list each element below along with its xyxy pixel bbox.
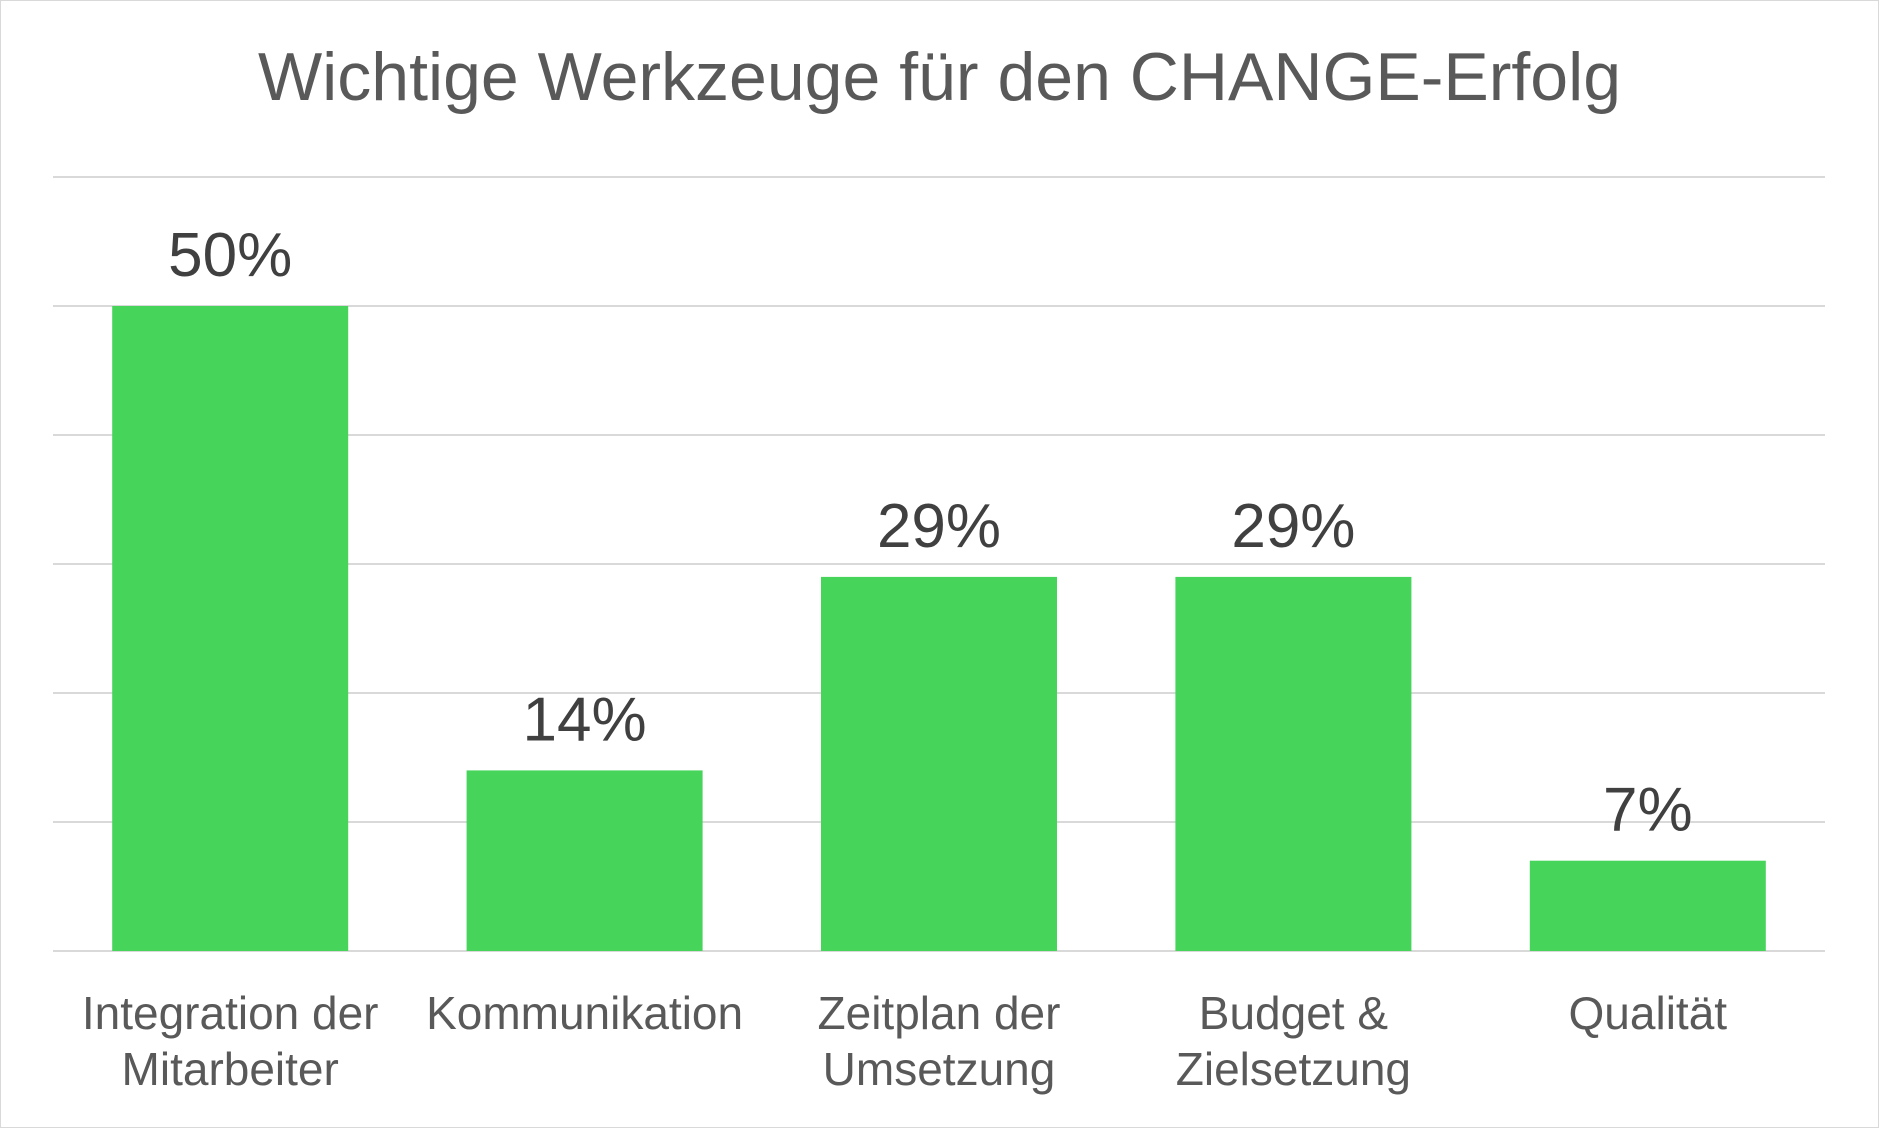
chart-title: Wichtige Werkzeuge für den CHANGE-Erfolg [257,39,1622,115]
category-label-3-1: Zielsetzung [1176,1043,1411,1095]
data-label-1: 14% [523,685,647,754]
category-label-1-0: Kommunikation [426,987,743,1039]
bar-0 [112,306,349,951]
bar-2 [821,576,1057,951]
data-label-4: 7% [1603,776,1693,845]
bar-1 [466,770,703,951]
data-label-2: 29% [877,492,1001,561]
data-label-0: 50% [168,221,292,290]
category-label-3-0: Budget & [1199,987,1388,1039]
category-label-4-0: Qualität [1569,987,1728,1039]
category-label-2-0: Zeitplan der [818,987,1061,1039]
bar-3 [1175,576,1412,951]
category-label-2-1: Umsetzung [823,1043,1056,1095]
data-labels: 50% 14% 29% 29% 7% [168,221,1692,845]
bars [112,306,1766,951]
category-label-0-0: Integration der [82,987,379,1039]
category-label-0-1: Mitarbeiter [122,1043,339,1095]
bar-4 [1529,860,1766,951]
data-label-3: 29% [1231,492,1355,561]
